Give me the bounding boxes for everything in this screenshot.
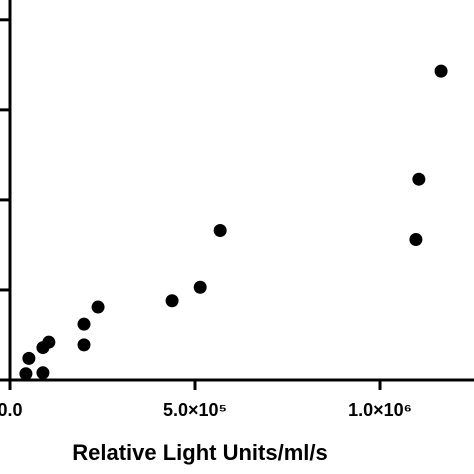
x-tick-label: 5.0×10⁵ (163, 400, 227, 420)
point (193, 280, 207, 294)
point (434, 64, 448, 78)
point (213, 224, 227, 238)
point (165, 294, 179, 308)
point (22, 351, 36, 365)
point (19, 367, 33, 381)
point (36, 366, 50, 380)
point (412, 172, 426, 186)
point (77, 338, 91, 352)
x-axis-label: Relative Light Units/ml/s (72, 440, 328, 465)
point (36, 341, 50, 355)
point (409, 233, 423, 247)
point (91, 300, 105, 314)
x-tick-label: 0.0 (0, 400, 23, 420)
x-tick-label: 1.0×10⁶ (348, 400, 412, 420)
point (77, 317, 91, 331)
